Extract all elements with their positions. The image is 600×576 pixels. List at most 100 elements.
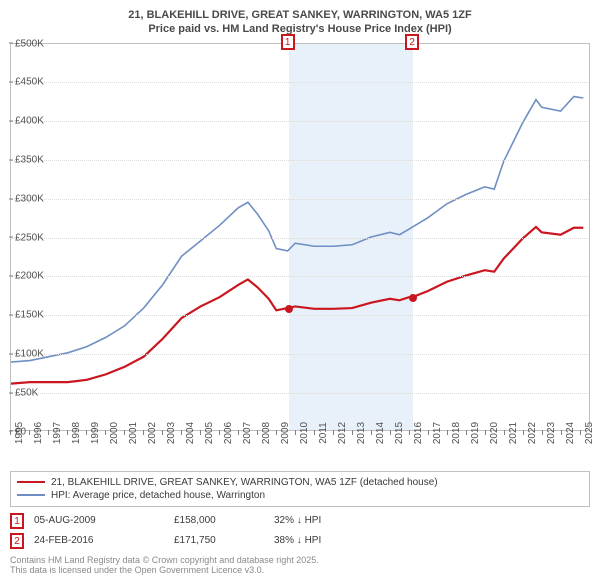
x-tick-label: 2011 [318, 422, 329, 444]
x-tick-label: 2019 [470, 421, 481, 443]
x-tickmark [333, 430, 334, 435]
x-tickmark [447, 430, 448, 435]
x-tick-label: 2014 [375, 421, 386, 443]
y-gridline [11, 393, 589, 394]
marker-box-2: 2 [405, 34, 419, 50]
marker-dot-2 [409, 294, 417, 302]
y-gridline [11, 121, 589, 122]
y-tick-label: £450K [9, 77, 44, 88]
x-tickmark [314, 430, 315, 435]
x-tickmark [162, 430, 163, 435]
x-tick-label: 2001 [128, 421, 139, 443]
legend-row-hpi: HPI: Average price, detached house, Warr… [17, 489, 583, 502]
x-tickmark [200, 430, 201, 435]
chart-lines [11, 44, 589, 430]
x-tick-label: 2005 [204, 421, 215, 443]
x-tick-label: 2009 [280, 421, 291, 443]
x-tickmark [124, 430, 125, 435]
series-price_paid [11, 227, 583, 384]
x-tick-label: 2025 [584, 421, 595, 443]
x-tickmark [10, 430, 11, 435]
y-gridline [11, 354, 589, 355]
x-tick-label: 2024 [565, 421, 576, 443]
x-tick-label: 2003 [166, 421, 177, 443]
y-tick-label: £150K [9, 310, 44, 321]
x-tick-label: 2008 [261, 421, 272, 443]
series-hpi [11, 96, 583, 362]
x-axis-ticks: 1995199619971998199920002001200220032004… [10, 431, 590, 467]
footer-attribution: Contains HM Land Registry data © Crown c… [10, 555, 590, 576]
transaction-marker: 2 [10, 533, 24, 549]
y-gridline [11, 276, 589, 277]
y-tick-label: £350K [9, 154, 44, 165]
marker-dot-1 [285, 305, 293, 313]
x-tickmark [542, 430, 543, 435]
y-gridline [11, 160, 589, 161]
x-tick-label: 2012 [337, 421, 348, 443]
footer-line2: This data is licensed under the Open Gov… [10, 565, 590, 576]
x-tick-label: 2016 [413, 421, 424, 443]
x-tickmark [580, 430, 581, 435]
x-tick-label: 1998 [71, 421, 82, 443]
marker-box-1: 1 [281, 34, 295, 50]
x-tickmark [352, 430, 353, 435]
transaction-diff: 32% ↓ HPI [274, 515, 344, 526]
x-tickmark [485, 430, 486, 435]
x-tickmark [466, 430, 467, 435]
y-tick-label: £200K [9, 271, 44, 282]
x-tick-label: 2000 [109, 421, 120, 443]
legend-label-price: 21, BLAKEHILL DRIVE, GREAT SANKEY, WARRI… [51, 477, 438, 488]
transaction-diff: 38% ↓ HPI [274, 535, 344, 546]
legend-box: 21, BLAKEHILL DRIVE, GREAT SANKEY, WARRI… [10, 471, 590, 507]
y-gridline [11, 82, 589, 83]
x-tick-label: 2002 [147, 421, 158, 443]
y-tick-label: £400K [9, 116, 44, 127]
y-tick-label: £300K [9, 193, 44, 204]
y-gridline [11, 199, 589, 200]
x-tickmark [143, 430, 144, 435]
y-tick-label: £250K [9, 232, 44, 243]
legend-row-price: 21, BLAKEHILL DRIVE, GREAT SANKEY, WARRI… [17, 476, 583, 489]
x-tickmark [48, 430, 49, 435]
transaction-date: 05-AUG-2009 [34, 515, 164, 526]
x-tickmark [86, 430, 87, 435]
transaction-marker: 1 [10, 513, 24, 529]
plot-area: £0£50K£100K£150K£200K£250K£300K£350K£400… [10, 43, 590, 431]
x-tick-label: 1996 [33, 421, 44, 443]
x-tickmark [561, 430, 562, 435]
x-tick-label: 2004 [185, 421, 196, 443]
y-gridline [11, 315, 589, 316]
y-tick-label: £50K [9, 387, 38, 398]
transaction-price: £171,750 [174, 535, 264, 546]
x-tick-label: 2020 [489, 421, 500, 443]
x-tickmark [29, 430, 30, 435]
x-tickmark [371, 430, 372, 435]
x-tickmark [504, 430, 505, 435]
transaction-row: 224-FEB-2016£171,75038% ↓ HPI [10, 531, 590, 551]
x-tickmark [390, 430, 391, 435]
x-tickmark [238, 430, 239, 435]
transaction-table: 105-AUG-2009£158,00032% ↓ HPI224-FEB-201… [10, 511, 590, 551]
transaction-row: 1 05-AUG-2009 £158,000 32% ↓ HPI [10, 511, 590, 531]
x-tickmark [428, 430, 429, 435]
x-tick-label: 2015 [394, 421, 405, 443]
title-line1: 21, BLAKEHILL DRIVE, GREAT SANKEY, WARRI… [8, 8, 592, 22]
x-tickmark [523, 430, 524, 435]
transaction-price: £158,000 [174, 515, 264, 526]
x-tick-label: 2007 [242, 421, 253, 443]
x-tick-label: 2022 [527, 421, 538, 443]
title-line2: Price paid vs. HM Land Registry's House … [8, 22, 592, 36]
x-tickmark [67, 430, 68, 435]
y-tick-label: £100K [9, 348, 44, 359]
x-tickmark [257, 430, 258, 435]
chart-title: 21, BLAKEHILL DRIVE, GREAT SANKEY, WARRI… [8, 8, 592, 37]
x-tickmark [276, 430, 277, 435]
y-gridline [11, 238, 589, 239]
x-tickmark [105, 430, 106, 435]
legend-label-hpi: HPI: Average price, detached house, Warr… [51, 490, 265, 501]
x-tick-label: 1997 [52, 421, 63, 443]
x-tick-label: 2010 [299, 421, 310, 443]
legend-swatch-price [17, 481, 45, 483]
x-tickmark [181, 430, 182, 435]
x-tick-label: 1999 [90, 421, 101, 443]
